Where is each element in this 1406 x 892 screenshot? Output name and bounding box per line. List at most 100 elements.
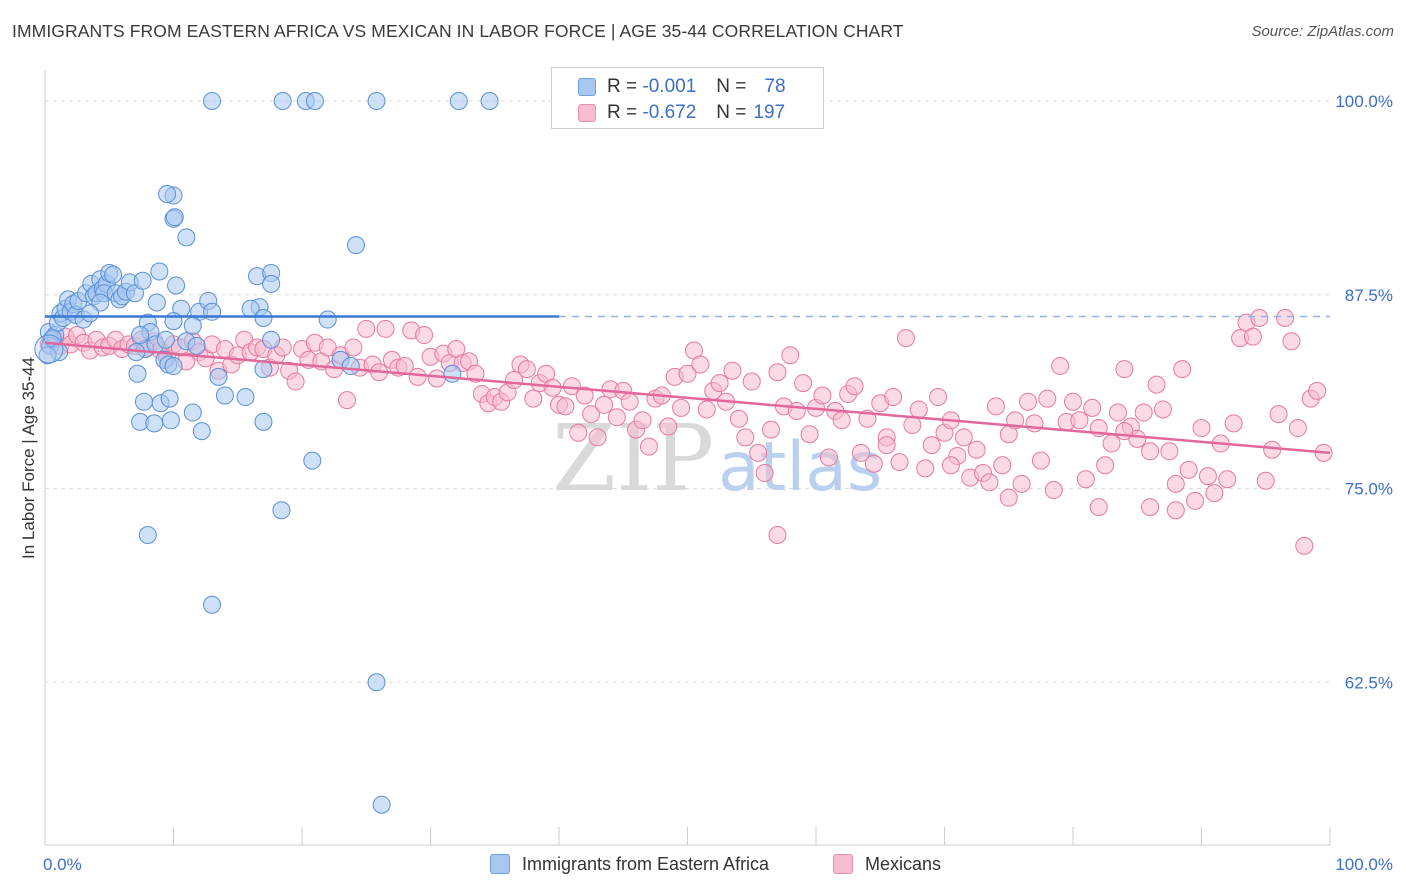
mexicans-point-184 [1218,470,1237,489]
mexicans-point-129 [864,454,883,473]
mexicans-point-91 [620,392,639,411]
mexicans-point-50 [357,319,376,338]
mexicans-points [39,309,1333,555]
mexicans-point-93 [633,411,652,430]
chart-title: IMMIGRANTS FROM EASTERN AFRICA VS MEXICA… [12,21,904,41]
mexicans-point-182 [1205,484,1224,503]
eastern-africa-point-87 [192,422,211,441]
mexicans-point-180 [1192,419,1211,438]
mexicans-point-126 [845,377,864,396]
mexicans-point-190 [1256,471,1275,490]
mexicans-point-59 [415,326,434,345]
eastern-africa-point-39 [167,276,186,295]
eastern-africa-point-75 [273,92,292,110]
bottom-legend-mexicans: Mexicans [833,852,941,876]
mexicans-point-127 [851,443,870,462]
mexicans-point-107 [723,361,742,380]
bottom-legend-label-blue: Immigrants from Eastern Africa [522,853,770,874]
mexicans-point-94 [639,437,658,456]
mexicans-point-61 [427,369,446,388]
y-tick-label-3: 100.0% [1335,92,1393,111]
mexicans-point-135 [903,415,922,434]
mexicans-point-178 [1179,460,1198,479]
mexicans-point-174 [1153,400,1172,419]
eastern-africa-point-93 [161,411,180,430]
y-tick-label-0: 62.5% [1345,673,1393,692]
legend-n-value-blue: 78 [764,76,786,97]
eastern-africa-point-79 [449,92,468,110]
mexicans-point-105 [710,374,729,393]
mexicans-point-89 [607,408,626,427]
eastern-africa-point-44 [203,302,222,321]
eastern-africa-point-49 [131,326,150,345]
mexicans-point-114 [768,363,787,382]
mexicans-point-122 [819,448,838,467]
eastern-africa-point-46 [187,336,206,355]
mexicans-point-113 [762,420,781,439]
mexicans-point-158 [1051,357,1070,376]
x-tick-labels: 0.0% 100.0% [43,855,1393,874]
mexicans-point-153 [1019,392,1038,411]
mexicans-point-109 [736,428,755,447]
mexicans-point-188 [1243,327,1262,346]
bottom-legend-eastern-africa: Immigrants from Eastern Africa [490,852,769,876]
mexicans-point-176 [1166,474,1185,493]
eastern-africa-point-84 [272,501,291,520]
mexicans-point-156 [1038,389,1057,408]
mexicans-point-145 [967,440,986,459]
mexicans-point-181 [1198,467,1217,486]
bottom-swatch-blue [490,854,510,874]
mexicans-point-192 [1269,405,1288,424]
mexicans-point-136 [909,400,928,419]
mexicans-point-171 [1134,403,1153,422]
eastern-africa-point-82 [443,364,462,383]
legend-r-value-blue: -0.001 [642,76,697,97]
mexicans-point-117 [787,402,806,420]
y-tick-label-1: 75.0% [1345,480,1393,499]
eastern-africa-point-68 [215,386,234,405]
mexicans-point-189 [1250,309,1269,327]
x-tick-label-1: 100.0% [1335,855,1393,874]
mexicans-point-165 [1096,456,1115,475]
legend-row-mexicans: R = -0.672 N = 197 [552,100,785,126]
legend-r-label: R = [607,102,638,123]
mexicans-point-110 [742,372,761,391]
mexicans-point-163 [1083,398,1102,417]
mexicans-point-149 [993,456,1012,475]
mexicans-point-162 [1076,470,1095,489]
mexicans-point-148 [986,397,1005,416]
eastern-africa-point-55 [165,208,184,227]
mexicans-point-167 [1108,403,1127,422]
eastern-africa-point-100 [38,346,57,365]
legend-n-label: N = [716,76,747,97]
mexicans-point-102 [691,355,710,374]
mexicans-point-175 [1160,442,1179,461]
watermark-zip: ZIP [552,405,714,512]
eastern-africa-point-67 [183,316,202,335]
mexicans-point-191 [1263,440,1282,459]
eastern-africa-point-78 [367,92,386,110]
eastern-africa-points [34,92,499,814]
mexicans-point-124 [832,411,851,430]
eastern-africa-point-74 [318,310,337,329]
mexicans-point-85 [582,405,601,424]
mexicans-point-97 [659,417,678,436]
eastern-africa-point-86 [183,403,202,422]
mexicans-point-119 [800,425,819,444]
eastern-africa-point-47 [156,330,175,349]
legend-r-label: R = [607,76,638,97]
mexicans-point-83 [569,423,588,442]
mexicans-point-166 [1102,434,1121,453]
mexicans-point-207 [877,436,896,455]
bottom-swatch-pink [833,854,853,874]
correlation-legend: R = -0.001 N = 78 R = -0.672 N = 197 [551,67,824,129]
eastern-africa-point-57 [203,92,222,110]
mexicans-point-193 [1276,309,1295,327]
mexicans-point-196 [1295,536,1314,555]
mexicans-point-198 [1308,381,1327,400]
mexicans-point-179 [1186,491,1205,510]
eastern-africa-point-36 [150,262,169,281]
mexicans-point-47 [337,391,356,410]
mexicans-point-118 [794,374,813,393]
